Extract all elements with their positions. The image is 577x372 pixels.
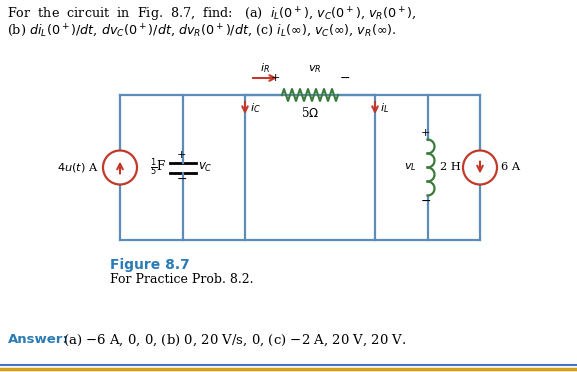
Text: $v_C$: $v_C$ xyxy=(198,161,213,174)
Text: Figure 8.7: Figure 8.7 xyxy=(110,258,190,272)
Text: −: − xyxy=(420,195,431,208)
Text: Answer:: Answer: xyxy=(8,333,69,346)
Circle shape xyxy=(103,151,137,185)
Text: $\frac{1}{5}$F: $\frac{1}{5}$F xyxy=(150,157,167,178)
Text: −: − xyxy=(340,71,350,84)
Text: 2 H: 2 H xyxy=(440,163,460,173)
Text: $v_R$: $v_R$ xyxy=(308,63,322,75)
Text: +: + xyxy=(177,151,186,160)
Text: −: − xyxy=(176,173,187,186)
Text: $4u(t)$ A: $4u(t)$ A xyxy=(57,161,99,174)
Circle shape xyxy=(463,151,497,185)
Text: 5$\Omega$: 5$\Omega$ xyxy=(301,106,319,120)
Text: For Practice Prob. 8.2.: For Practice Prob. 8.2. xyxy=(110,273,253,286)
Text: For  the  circuit  in  Fig.  8.7,  find:   (a)  $i_L(0^+)$, $v_C(0^+)$, $v_R(0^+: For the circuit in Fig. 8.7, find: (a) $… xyxy=(7,6,417,24)
Text: $i_L$: $i_L$ xyxy=(380,101,389,115)
Text: (b) $di_L(0^+)/dt$, $dv_C(0^+)/dt$, $dv_R(0^+)/dt$, (c) $i_L(\infty)$, $v_C(\inf: (b) $di_L(0^+)/dt$, $dv_C(0^+)/dt$, $dv_… xyxy=(7,22,396,39)
Text: (a) $-$6 A, 0, 0, (b) 0, 20 V/s, 0, (c) $-$2 A, 20 V, 20 V.: (a) $-$6 A, 0, 0, (b) 0, 20 V/s, 0, (c) … xyxy=(63,333,406,349)
Text: $i_R$: $i_R$ xyxy=(260,61,270,75)
Text: 6 A: 6 A xyxy=(501,163,520,173)
Text: $v_L$: $v_L$ xyxy=(404,161,417,173)
Text: +: + xyxy=(271,73,280,83)
Text: $i_C$: $i_C$ xyxy=(250,101,261,115)
Text: +: + xyxy=(421,128,430,138)
